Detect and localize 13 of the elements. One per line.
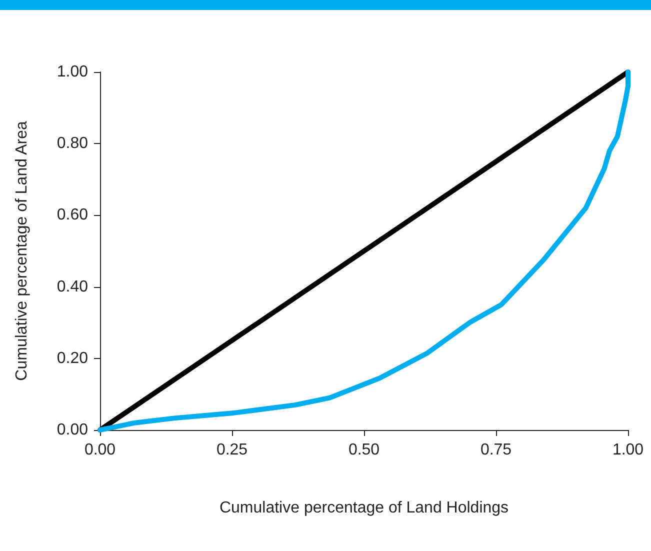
y-axis-title: Cumulative percentage of Land Area xyxy=(14,121,30,381)
x-axis-title: Cumulative percentage of Land Holdings xyxy=(219,500,509,516)
x-tick-label: 1.00 xyxy=(612,442,644,458)
y-tick-label: 0.80 xyxy=(56,135,88,152)
y-tick-label: 0.00 xyxy=(56,422,88,438)
y-tick-label: 1.00 xyxy=(56,64,88,80)
y-tick-label: 0.60 xyxy=(56,206,88,224)
x-tick-label: 0.25 xyxy=(216,442,248,458)
x-tick-label: 0.75 xyxy=(480,442,512,458)
x-tick-label: 0.50 xyxy=(348,442,380,458)
y-tick-label: 0.20 xyxy=(56,350,88,367)
y-tick-label: 0.40 xyxy=(56,278,88,296)
x-tick-label: 0.00 xyxy=(84,442,116,458)
